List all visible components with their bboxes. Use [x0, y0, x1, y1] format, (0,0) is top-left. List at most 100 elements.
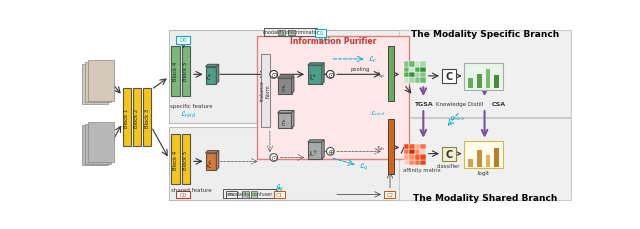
Bar [404, 62, 410, 67]
Bar [242, 191, 249, 198]
Text: Block 4: Block 4 [173, 62, 178, 81]
Bar [399, 31, 572, 117]
Polygon shape [205, 65, 219, 67]
Text: The Modality Specific Branch: The Modality Specific Branch [412, 30, 559, 39]
Text: Block 2: Block 2 [134, 108, 140, 127]
Text: classifier: classifier [437, 164, 461, 169]
Bar [315, 30, 326, 38]
Text: Block 5: Block 5 [183, 150, 188, 169]
Bar [404, 67, 410, 73]
Bar [410, 67, 415, 73]
Text: Block 1: Block 1 [124, 108, 129, 127]
Polygon shape [308, 63, 324, 66]
Text: shared feature: shared feature [170, 188, 211, 193]
Bar [486, 155, 490, 167]
Text: $\hat{F}^m_{sp}$: $\hat{F}^m_{sp}$ [308, 147, 321, 155]
Circle shape [270, 71, 278, 79]
Bar [477, 75, 482, 89]
Text: ⊙: ⊙ [270, 153, 277, 162]
Bar [182, 135, 190, 185]
Bar [123, 89, 131, 146]
Bar [288, 31, 296, 36]
Bar [415, 144, 420, 149]
Bar [465, 142, 503, 169]
Text: $\mathcal{L}_{reid}$: $\mathcal{L}_{reid}$ [371, 109, 385, 118]
Text: modality discriminator: modality discriminator [263, 30, 319, 35]
Bar [404, 144, 410, 149]
Text: D1: D1 [316, 31, 324, 36]
Bar [420, 78, 426, 83]
Bar [84, 124, 111, 164]
Bar [420, 62, 426, 67]
Bar [404, 149, 410, 155]
Circle shape [270, 154, 278, 162]
Bar [410, 73, 415, 78]
Circle shape [326, 71, 334, 79]
Text: C: C [445, 72, 452, 82]
Bar [172, 135, 180, 185]
Text: D0: D0 [179, 38, 187, 43]
Bar [404, 155, 410, 160]
Text: affinity matrix: affinity matrix [403, 168, 441, 173]
Bar [415, 73, 420, 78]
Text: GRL: GRL [227, 193, 236, 197]
Text: $\mathcal{L}_{reid}$: $\mathcal{L}_{reid}$ [180, 109, 196, 119]
Text: $\mathcal{L}_\gamma$: $\mathcal{L}_\gamma$ [275, 181, 285, 193]
Bar [226, 191, 237, 198]
Text: Knowledge Distill: Knowledge Distill [436, 102, 483, 107]
Bar [308, 66, 322, 85]
Bar [278, 113, 292, 129]
Text: CSA: CSA [492, 102, 506, 107]
Bar [410, 144, 415, 149]
Bar [278, 79, 292, 94]
Bar [264, 29, 317, 37]
Circle shape [326, 148, 334, 155]
Bar [465, 63, 503, 90]
Text: C1: C1 [276, 192, 283, 197]
Bar [495, 76, 499, 89]
Bar [176, 191, 190, 199]
Text: ⊙: ⊙ [270, 71, 277, 79]
Text: $F^d_\varphi$: $F^d_\varphi$ [308, 71, 321, 79]
Text: modality confuser: modality confuser [228, 191, 272, 196]
Bar [442, 147, 456, 161]
Bar [415, 67, 420, 73]
Bar [274, 191, 285, 199]
Text: Block 5: Block 5 [183, 62, 188, 81]
Bar [205, 153, 216, 170]
Text: Block 3: Block 3 [145, 108, 150, 127]
Bar [415, 149, 420, 155]
Bar [205, 67, 216, 84]
Polygon shape [205, 151, 219, 153]
Text: $m_s$: $m_s$ [281, 82, 289, 91]
Bar [468, 159, 473, 167]
Bar [420, 73, 426, 78]
Bar [420, 149, 426, 155]
Text: The Modality Shared Branch: The Modality Shared Branch [413, 193, 557, 202]
Text: $m_r$: $m_r$ [281, 117, 289, 125]
Text: $F_\varphi$: $F_\varphi$ [206, 72, 216, 80]
Polygon shape [322, 63, 324, 85]
Bar [404, 160, 410, 166]
Text: logit: logit [478, 170, 490, 175]
Bar [250, 191, 257, 198]
Bar [415, 155, 420, 160]
Bar [182, 47, 190, 96]
Bar [495, 148, 499, 167]
Bar [404, 73, 410, 78]
Bar [420, 155, 426, 160]
Text: pooling: pooling [351, 67, 370, 72]
Text: $\tilde{f}_{sp}$: $\tilde{f}_{sp}$ [376, 69, 385, 81]
Bar [388, 120, 394, 175]
Text: C2: C2 [387, 192, 394, 197]
Bar [410, 62, 415, 67]
Bar [81, 64, 108, 104]
Bar [384, 191, 396, 199]
Polygon shape [216, 151, 219, 170]
Text: $f_{sh}$: $f_{sh}$ [376, 143, 385, 152]
Text: Instance
Norm: Instance Norm [260, 80, 271, 101]
Bar [477, 150, 482, 167]
Polygon shape [308, 140, 324, 142]
Text: TGSA: TGSA [414, 102, 433, 107]
Bar [176, 37, 190, 44]
